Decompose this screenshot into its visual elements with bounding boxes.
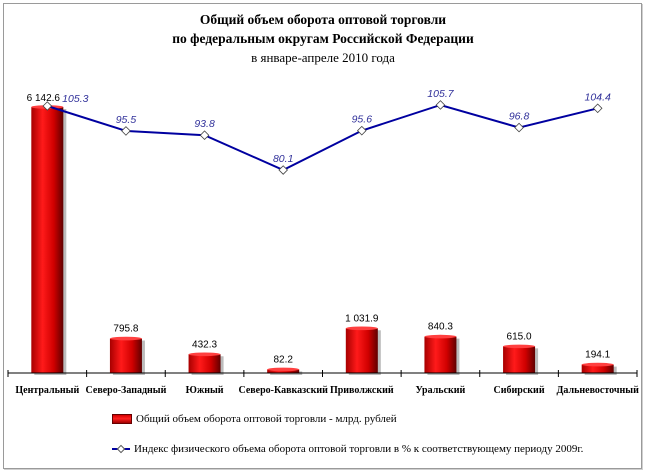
bar-4	[345, 326, 381, 375]
bar-body	[31, 107, 64, 373]
bar-5	[424, 334, 460, 375]
line-value-label: 93.8	[194, 118, 215, 130]
line-value-label: 80.1	[273, 153, 293, 165]
line-marker	[121, 126, 131, 136]
bar-value-label: 194.1	[585, 350, 610, 361]
bar-body	[503, 346, 536, 373]
bar-body	[188, 354, 221, 373]
x-tick-label: Сибирский	[494, 385, 545, 396]
bar-top	[267, 367, 300, 372]
bar-body	[109, 338, 142, 373]
line-value-label: 105.7	[427, 88, 454, 100]
legend-item-bars: Общий объем оборота оптовой торговли - м…	[112, 413, 397, 425]
bar-7	[581, 362, 617, 375]
line-marker	[357, 125, 367, 136]
x-tick-label: Северо-Кавказский	[238, 385, 328, 396]
bar-body	[581, 364, 614, 373]
line-value-label: 96.8	[509, 111, 530, 123]
line-marker	[42, 101, 53, 111]
line-marker	[278, 165, 288, 175]
legend-bar-swatch	[112, 414, 132, 424]
x-tick-label: Приволжский	[330, 385, 394, 396]
bar-value-label: 1 031.9	[345, 313, 379, 324]
bar-value-label: 840.3	[428, 322, 453, 333]
legend-bar-label: Общий объем оборота оптовой торговли - м…	[136, 413, 397, 425]
bar-2	[188, 352, 224, 375]
x-tick-label: Уральский	[416, 385, 466, 396]
bar-value-label: 795.8	[113, 324, 138, 335]
bar-value-label: 615.0	[507, 331, 532, 342]
chart-subtitle: в январе-апреле 2010 года	[251, 50, 395, 65]
bar-6	[503, 344, 539, 375]
line-marker	[592, 103, 603, 114]
line-marker	[435, 100, 446, 110]
line-marker	[514, 122, 524, 133]
chart-title-line-2: по федеральным округам Российской Федера…	[172, 31, 474, 46]
x-tick-label: Центральный	[15, 385, 79, 396]
bar-1	[109, 336, 145, 375]
bar-0	[31, 105, 67, 375]
bar-top	[503, 344, 536, 349]
x-tick-label: Южный	[186, 385, 224, 396]
legend-line-label: Индекс физического объема оборота оптово…	[134, 443, 584, 455]
line-value-label: 104.4	[585, 91, 611, 103]
bar-value-label: 82.2	[273, 354, 293, 365]
legend-item-line: Индекс физического объема оборота оптово…	[112, 443, 583, 455]
legend-line-swatch	[112, 445, 130, 453]
bar-top	[345, 326, 378, 331]
line-marker	[199, 130, 210, 141]
bar-top	[424, 334, 457, 339]
bar-top	[581, 362, 614, 367]
index-line	[47, 103, 598, 172]
x-tick-label: Северо-Западный	[86, 385, 167, 396]
line-value-label: 95.6	[352, 114, 373, 126]
bar-value-label: 432.3	[192, 339, 217, 350]
bar-body	[345, 328, 378, 373]
x-tick-label: Дальневосточный	[557, 385, 640, 396]
bar-top	[188, 352, 221, 357]
line-value-label: 95.5	[116, 114, 137, 126]
bar-value-label: 6 142.6	[27, 93, 61, 104]
bar-body	[424, 336, 457, 373]
chart-title-line-1: Общий объем оборота оптовой торговли	[199, 12, 447, 27]
line-value-label: 105.3	[62, 93, 88, 105]
bar-top	[109, 336, 142, 341]
chart-frame	[3, 3, 642, 469]
bar-3	[267, 367, 303, 375]
